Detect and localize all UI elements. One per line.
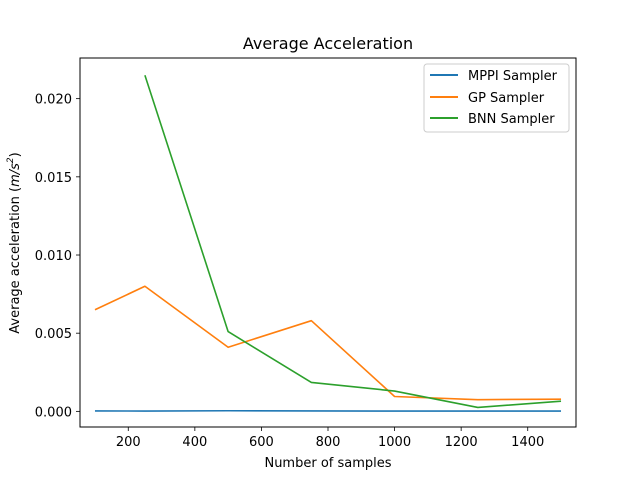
y-tick-label-3: 0.015 [35, 171, 72, 186]
legend-label-gp: GP Sampler [468, 91, 545, 106]
y-axis-label-unit: m/s [8, 163, 23, 187]
x-tick-label-200: 200 [116, 435, 141, 450]
y-tick-label-2: 0.010 [35, 249, 72, 264]
x-tick-label-1000: 1000 [378, 435, 411, 450]
x-tick-label-1400: 1400 [511, 435, 544, 450]
legend-label-mppi: MPPI Sampler [468, 69, 558, 84]
x-axis-label: Number of samples [264, 456, 391, 471]
y-axis-label: Average acceleration (m/s2) [6, 152, 23, 333]
y-axis-label-suffix: ) [8, 152, 23, 157]
y-tick-label-1: 0.005 [35, 327, 72, 342]
y-tick-label-0: 0.000 [35, 405, 72, 420]
legend-label-bnn: BNN Sampler [468, 112, 555, 127]
x-tick-label-800: 800 [316, 435, 341, 450]
chart-title: Average Acceleration [243, 34, 413, 53]
x-tick-label-1200: 1200 [445, 435, 478, 450]
x-tick-label-600: 600 [249, 435, 274, 450]
x-tick-label-400: 400 [182, 435, 207, 450]
y-axis-label-prefix: Average acceleration ( [8, 187, 23, 334]
legend: MPPI Sampler GP Sampler BNN Sampler [424, 64, 569, 132]
y-tick-label-4: 0.020 [35, 93, 72, 108]
